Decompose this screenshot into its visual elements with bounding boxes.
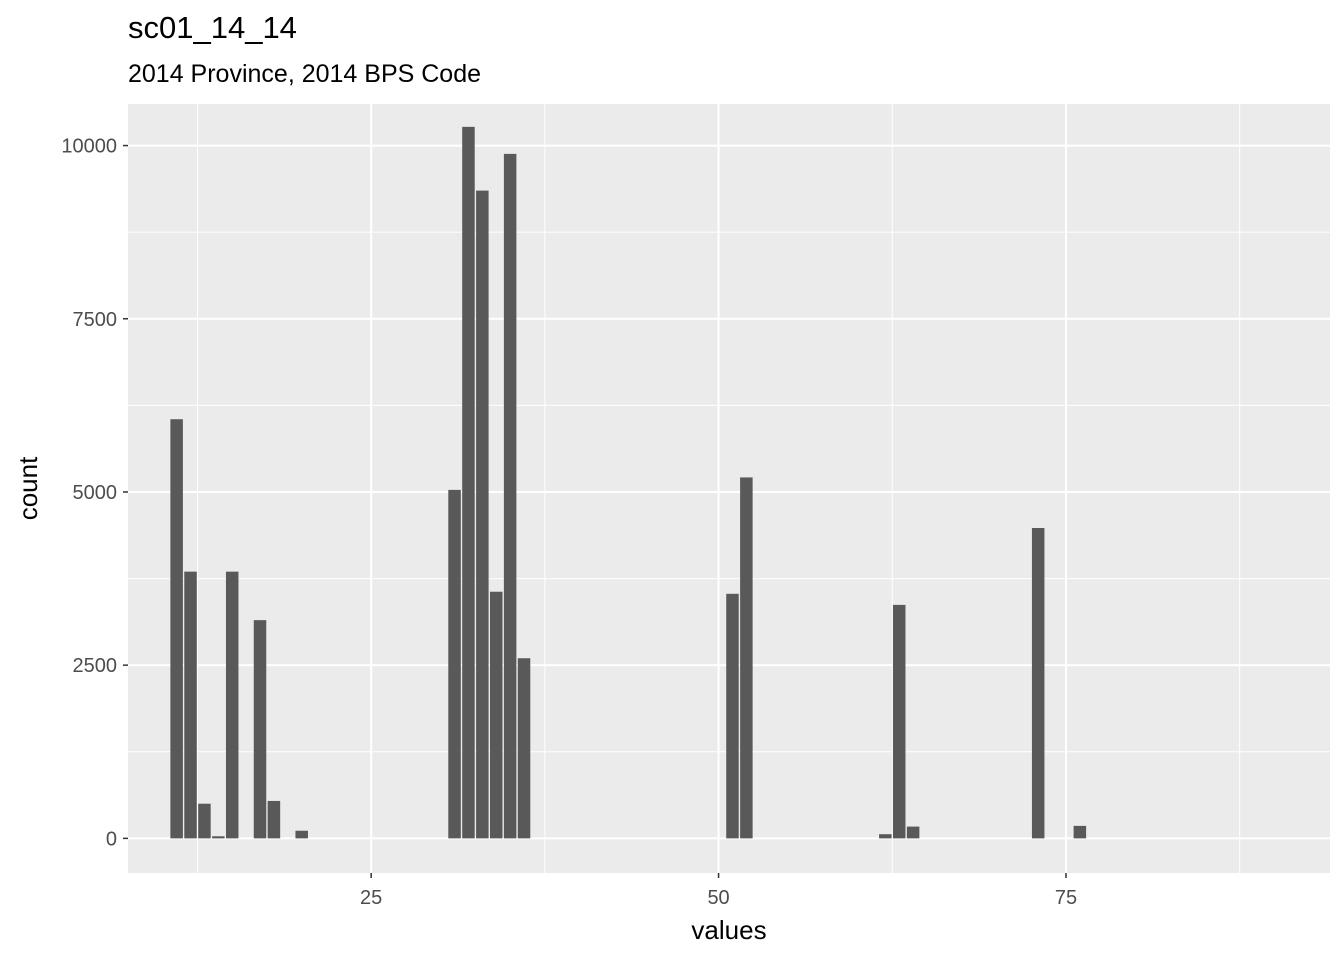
bar (448, 489, 461, 839)
y-tick-label: 10000 (61, 136, 117, 158)
chart-title: sc01_14_14 (128, 10, 297, 45)
bar (212, 836, 225, 839)
y-axis-title: count (13, 456, 43, 520)
bar (170, 419, 183, 839)
y-tick-label: 5000 (73, 482, 118, 504)
chart-subtitle: 2014 Province, 2014 BPS Code (128, 60, 482, 88)
bars (170, 126, 1087, 839)
x-tick-label: 25 (360, 887, 382, 909)
bar (184, 571, 197, 839)
y-axis-ticks: 0 2500 5000 7500 10000 (61, 136, 128, 850)
bar (462, 126, 475, 839)
bar (1031, 527, 1045, 839)
bar (517, 658, 531, 839)
bar (740, 477, 753, 839)
bar (503, 153, 517, 839)
bar (476, 190, 489, 839)
bar (489, 591, 503, 839)
x-tick-label: 50 (707, 887, 729, 909)
bar (726, 593, 739, 839)
y-tick-label: 2500 (73, 655, 118, 677)
bar (295, 830, 308, 839)
bar (1073, 825, 1087, 839)
bar (879, 834, 892, 839)
bar (198, 803, 211, 839)
x-axis-title: values (691, 915, 766, 945)
bar (253, 620, 267, 839)
x-tick-label: 75 (1055, 887, 1077, 909)
bar (225, 571, 239, 839)
bar (267, 800, 281, 839)
y-tick-label: 7500 (73, 309, 118, 331)
bar (892, 604, 906, 839)
y-tick-label: 0 (106, 828, 117, 850)
bar (906, 826, 920, 839)
x-axis-ticks: 25 50 75 (360, 873, 1077, 909)
